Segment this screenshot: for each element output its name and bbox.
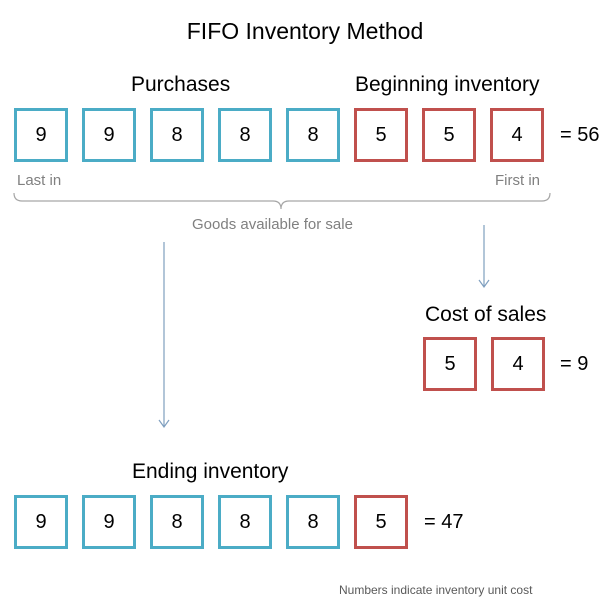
goods-total: = 56 <box>560 124 600 146</box>
ending-inventory-unit-box: 9 <box>14 495 68 549</box>
cost-of-sales-label: Cost of sales <box>425 303 547 326</box>
beginning-inventory-label: Beginning inventory <box>355 73 540 96</box>
diagram-title: FIFO Inventory Method <box>186 18 424 44</box>
cost-of-sales-unit-box: 4 <box>491 337 545 391</box>
goods-available-brace-label: Goods available for sale <box>192 216 353 233</box>
arrow-to-ending-inventory <box>158 242 170 429</box>
goods-available-unit-box: 8 <box>286 108 340 162</box>
ending-inventory-unit-box: 8 <box>150 495 204 549</box>
footnote: Numbers indicate inventory unit cost <box>339 583 533 597</box>
goods-available-unit-box: 5 <box>354 108 408 162</box>
goods-available-unit-box: 9 <box>14 108 68 162</box>
last-in-label: Last in <box>17 172 62 189</box>
ending-inventory-unit-box: 9 <box>82 495 136 549</box>
cost-of-sales-unit-box: 5 <box>423 337 477 391</box>
goods-available-unit-box: 9 <box>82 108 136 162</box>
goods-available-unit-box: 8 <box>150 108 204 162</box>
ending-inventory-unit-box: 8 <box>286 495 340 549</box>
purchases-label: Purchases <box>131 73 231 96</box>
goods-available-unit-box: 5 <box>422 108 476 162</box>
first-in-label: First in <box>495 172 540 189</box>
ending-inventory-total: = 47 <box>424 511 464 533</box>
ending-inventory-unit-box: 5 <box>354 495 408 549</box>
goods-available-unit-box: 4 <box>490 108 544 162</box>
cost-of-sales-total: = 9 <box>560 353 589 375</box>
ending-inventory-label: Ending inventory <box>132 460 289 483</box>
ending-inventory-unit-box: 8 <box>218 495 272 549</box>
goods-available-brace <box>13 192 551 210</box>
arrow-to-cost-of-sales <box>478 225 490 289</box>
goods-available-unit-box: 8 <box>218 108 272 162</box>
